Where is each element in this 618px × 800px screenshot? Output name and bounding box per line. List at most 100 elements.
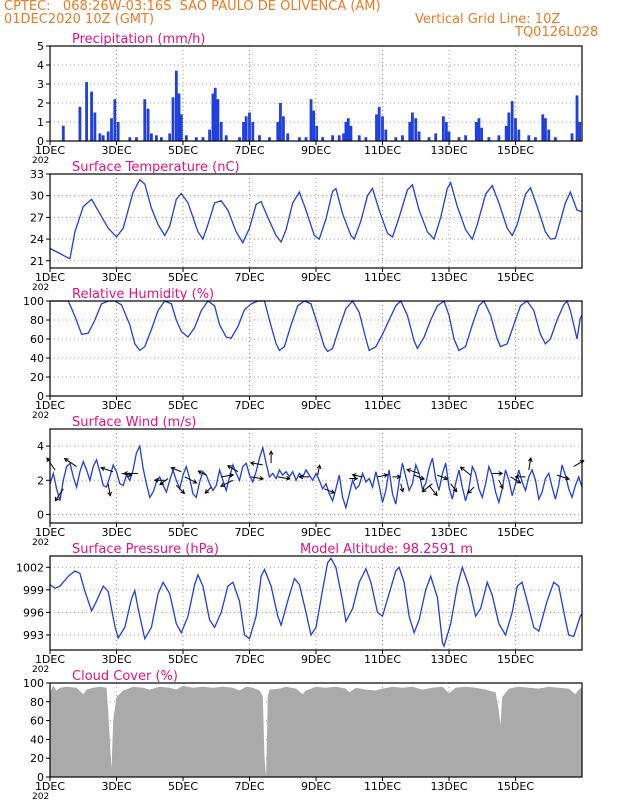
header-title: CPTEC: 068:26W-03:16S SAO PAULO DE OLIVE… (4, 0, 381, 14)
y-tick-label: 3 (37, 78, 44, 91)
wind-arrow (221, 474, 234, 478)
header-datetime: 01DEC2020 10Z (GMT) (4, 12, 155, 27)
x-tick-label: 7DEC (234, 399, 264, 412)
x-tick-label: 15DEC (497, 780, 534, 793)
wind-arrow-head (565, 475, 571, 481)
wind-arrow-head (259, 475, 265, 481)
wind-arrow-head (467, 489, 472, 494)
wind-arrow (437, 474, 448, 480)
precip-bar (116, 122, 120, 141)
precip-bar (177, 93, 181, 141)
x-tick-label: 7DEC (234, 144, 264, 157)
y-tick-label: 4 (37, 440, 44, 453)
precip-bar (441, 116, 445, 141)
wind-arrow-head (383, 473, 389, 478)
x-start-year-label: 202 (32, 792, 49, 800)
wind-arrow-head (498, 471, 504, 476)
wind-arrow-head (527, 456, 533, 462)
wind-arrow-head (433, 491, 438, 497)
x-tick-label: 3DEC (101, 399, 131, 412)
precip-bar (544, 118, 547, 141)
wind-arrow-head (396, 474, 402, 480)
precip-bar (480, 127, 483, 141)
x-tick-label: 13DEC (430, 526, 467, 539)
wind-arrow (428, 485, 438, 496)
precip-bar (477, 118, 481, 141)
precip-bar (282, 116, 285, 141)
x-tick-label: 5DEC (168, 526, 198, 539)
y-tick-label: 80 (30, 696, 44, 709)
precip-bar (309, 99, 313, 141)
x-tick-label: 15DEC (497, 144, 534, 157)
precip-bar (394, 137, 398, 141)
x-tick-label: 3DEC (101, 271, 131, 284)
y-tick-label: 0 (37, 771, 44, 784)
wind-arrow (413, 474, 425, 480)
x-tick-label: 9DEC (301, 399, 331, 412)
x-tick-label: 9DEC (301, 780, 331, 793)
x-tick-label: 7DEC (234, 526, 264, 539)
y-tick-label: 20 (30, 371, 44, 384)
wind-arrow (251, 476, 264, 480)
wind-arrow (556, 474, 570, 480)
precip-bar (194, 137, 198, 141)
wind-arrow-head (268, 450, 274, 455)
precip-bar (93, 112, 97, 141)
precip-bar (312, 110, 316, 141)
wind-arrow (220, 479, 234, 487)
x-tick-label: 7DEC (234, 653, 264, 666)
wind-arrow (101, 467, 114, 473)
precip-bar (90, 91, 93, 141)
wind-arrow (324, 488, 335, 494)
precip-bar (128, 137, 132, 141)
precip-bar (411, 112, 414, 141)
x-tick-label: 5DEC (168, 653, 198, 666)
pres-series-line (49, 557, 583, 649)
x-tick-label: 13DEC (430, 271, 467, 284)
wind-panel-title: Surface Wind (m/s) (72, 415, 196, 430)
wind-arrow-head (351, 473, 357, 478)
precip-bar (113, 99, 117, 141)
wind-arrow-head (159, 480, 165, 486)
x-start-year-label: 202 (32, 665, 49, 675)
wind-arrow-head (123, 471, 128, 476)
x-start-year-label: 202 (32, 538, 49, 548)
precip-bar (106, 131, 110, 141)
precip-bar (85, 82, 88, 141)
precip-bar (150, 133, 153, 141)
precip-bar (155, 135, 158, 141)
wind-arrow (498, 480, 504, 489)
x-tick-label: 1DEC (35, 653, 65, 666)
x-tick-label: 9DEC (301, 526, 331, 539)
x-tick-label: 11DEC (364, 653, 401, 666)
precip-bar (337, 135, 341, 141)
precip-panel-title: Precipitation (mm/h) (72, 32, 205, 47)
precip-bar (219, 122, 223, 141)
y-tick-label: 100 (23, 677, 44, 690)
wind-series-line (49, 443, 583, 510)
precip-bar (201, 137, 205, 141)
precip-bar (527, 135, 531, 141)
precip-bar (224, 135, 228, 141)
wind-arrow-head (285, 475, 291, 481)
x-tick-label: 9DEC (301, 144, 331, 157)
wind-arrow-head (459, 466, 465, 472)
precip-bar (554, 137, 557, 141)
precip-bar (344, 122, 348, 141)
wind-arrow-head (420, 475, 426, 481)
wind-arrow-head (192, 479, 198, 484)
precip-bar (242, 122, 245, 141)
precip-bar (504, 125, 508, 141)
x-tick-label: 11DEC (364, 780, 401, 793)
precip-bar (381, 116, 384, 141)
y-tick-label: 5 (37, 40, 44, 53)
y-tick-label: 60 (30, 715, 44, 728)
x-tick-label: 11DEC (364, 526, 401, 539)
precip-bar (487, 137, 491, 141)
precip-bar (447, 131, 451, 141)
precip-bar (184, 135, 188, 141)
precip-bar (346, 118, 350, 141)
y-tick-label: 999 (23, 584, 44, 597)
precip-bar (408, 122, 412, 141)
wind-arrow-head (514, 474, 520, 480)
